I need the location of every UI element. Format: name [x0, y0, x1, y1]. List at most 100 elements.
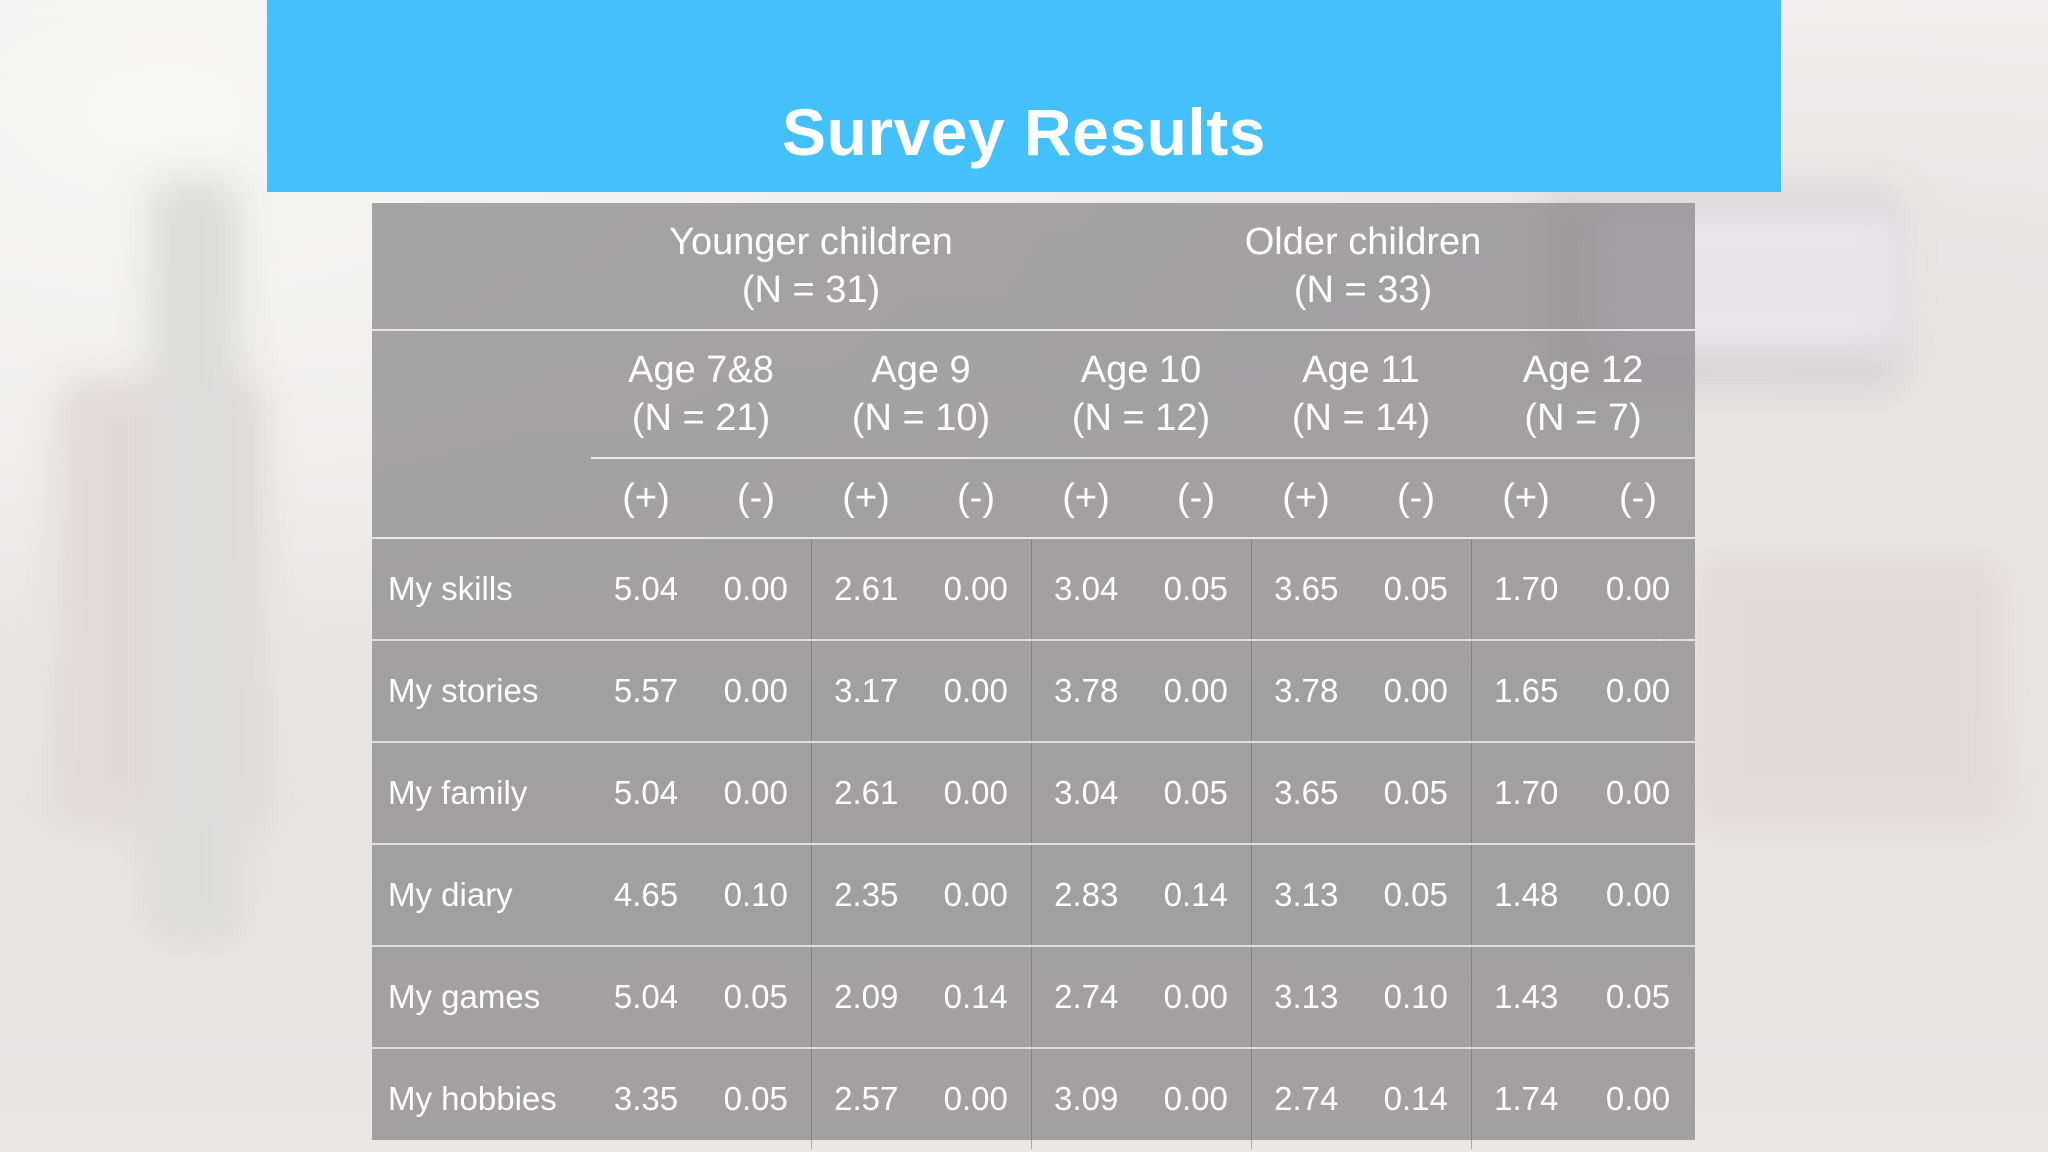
- minus-value-cell: 0.00: [1581, 843, 1696, 946]
- plus-header: (+): [1251, 458, 1361, 539]
- table-row: My family 5.04 0.00 2.61 0.00 3.04 0.05 3.65 0.0…: [372, 741, 1696, 844]
- table-row: My hobbies 3.35 0.05 2.57 0.00 3.09 0.00 2.74 0.…: [372, 1047, 1696, 1149]
- slide-title: Survey Results: [782, 95, 1266, 169]
- minus-value-cell: 0.05: [701, 1047, 811, 1149]
- minus-value-cell: 0.10: [701, 843, 811, 946]
- minus-value-cell: 0.05: [1581, 945, 1696, 1048]
- plus-value-cell: 2.74: [1250, 1047, 1361, 1149]
- age-count: (N = 7): [1524, 397, 1642, 439]
- age-label: Age 11: [1302, 349, 1420, 391]
- minus-value-cell: 0.00: [921, 741, 1031, 844]
- minus-value-cell: 0.00: [921, 1047, 1031, 1149]
- plus-value-cell: 1.74: [1470, 1047, 1581, 1149]
- group-header-row: Younger children (N = 31) Older children…: [372, 203, 1696, 331]
- minus-header: (-): [701, 458, 811, 539]
- minus-value-cell: 0.00: [1141, 945, 1251, 1048]
- plus-value-cell: 2.61: [810, 741, 921, 844]
- plus-header: (+): [1471, 458, 1581, 539]
- results-table-container: Younger children (N = 31) Older children…: [372, 203, 1696, 1149]
- age-count: (N = 10): [851, 397, 991, 439]
- plus-value-cell: 3.35: [591, 1047, 701, 1149]
- group-count: (N = 31): [741, 269, 881, 311]
- minus-value-cell: 0.05: [1141, 741, 1251, 844]
- plus-value-cell: 2.74: [1030, 945, 1141, 1048]
- plus-value-cell: 2.57: [810, 1047, 921, 1149]
- plus-value-cell: 2.09: [810, 945, 921, 1048]
- plus-value-cell: 3.04: [1030, 538, 1141, 640]
- age-header: Age 12 (N = 7): [1471, 330, 1696, 459]
- plus-value-cell: 2.35: [810, 843, 921, 946]
- plus-value-cell: 3.09: [1030, 1047, 1141, 1149]
- minus-value-cell: 0.00: [921, 843, 1031, 946]
- plus-value-cell: 1.43: [1470, 945, 1581, 1048]
- age-header: Age 11 (N = 14): [1251, 330, 1471, 459]
- minus-value-cell: 0.14: [921, 945, 1031, 1048]
- age-count: (N = 12): [1071, 397, 1211, 439]
- row-label: My hobbies: [372, 1047, 591, 1149]
- minus-value-cell: 0.00: [1141, 639, 1251, 742]
- title-band: Survey Results: [267, 0, 1781, 192]
- plus-value-cell: 3.65: [1250, 538, 1361, 640]
- plus-value-cell: 5.04: [613, 570, 679, 607]
- group-count: (N = 33): [1293, 269, 1433, 311]
- table-row: My games 5.04 0.05 2.09 0.14 2.74 0.00 3.13 0.10…: [372, 945, 1696, 1048]
- minus-header: (-): [1361, 458, 1471, 539]
- minus-value-cell: 0.00: [1581, 639, 1696, 742]
- row-label: My stories: [372, 639, 591, 742]
- plus-value-cell: 4.65: [591, 843, 701, 946]
- plus-value-cell: 1.48: [1470, 843, 1581, 946]
- table-body: Younger children (N = 31) Older children…: [372, 203, 1696, 1149]
- plus-value-cell: 1.70: [1470, 538, 1581, 640]
- corner-cell: [372, 330, 591, 458]
- plus-value-cell: 1.70: [1470, 741, 1581, 844]
- plus-value-cell: 3.13: [1250, 843, 1361, 946]
- age-label: Age 7&8: [628, 349, 774, 391]
- age-header: Age 7&8 (N = 21): [591, 330, 811, 459]
- age-label: Age 12: [1522, 349, 1644, 391]
- age-label: Age 10: [1080, 349, 1202, 391]
- age-count: (N = 14): [1291, 397, 1431, 439]
- plus-value-cell: 3.17: [810, 639, 921, 742]
- sign-header-row: (+) (-) (+) (-) (+) (-) (+) (-) (+) (-): [372, 458, 1696, 539]
- table-row: My skills 5.04 0.00 2.61 0.00 3.04 0.05 3.65 0.0…: [372, 538, 1695, 640]
- age-label: Age 9: [871, 349, 971, 391]
- table-row: My stories 5.57 0.00 3.17 0.00 3.78 0.00 3.78 0.…: [372, 639, 1696, 742]
- group-header-younger: Younger children (N = 31): [591, 203, 1031, 331]
- minus-value-cell: 0.00: [701, 741, 811, 844]
- minus-value-cell: 0.14: [1361, 1047, 1471, 1149]
- group-label: Older children: [1244, 221, 1482, 263]
- minus-header: (-): [1141, 458, 1251, 539]
- age-count: (N = 21): [631, 397, 771, 439]
- age-header: Age 10 (N = 12): [1031, 330, 1251, 459]
- plus-value-cell: 3.65: [1250, 741, 1361, 844]
- minus-value-cell: 0.14: [1141, 843, 1251, 946]
- minus-value-cell: 0.00: [1361, 639, 1471, 742]
- minus-value-cell: 0.00: [701, 639, 811, 742]
- plus-value-cell: 2.83: [1030, 843, 1141, 946]
- plus-value-cell: 3.04: [1030, 741, 1141, 844]
- row-label: My diary: [372, 843, 591, 946]
- plus-value-cell: 3.78: [1030, 639, 1141, 742]
- plus-value-cell: 2.61: [810, 538, 921, 640]
- plus-value-cell: 5.04: [591, 741, 701, 844]
- plus-header: (+): [591, 458, 701, 539]
- corner-cell: [372, 203, 591, 331]
- plus-header: (+): [811, 458, 921, 539]
- age-header: Age 9 (N = 10): [811, 330, 1031, 459]
- row-label: My games: [372, 945, 591, 1048]
- results-table: Younger children (N = 31) Older children…: [372, 203, 1696, 1149]
- minus-header: (-): [1581, 458, 1696, 539]
- table-row: My diary 4.65 0.10 2.35 0.00 2.83 0.14 3.13 0.05…: [372, 843, 1696, 946]
- minus-value-cell: 0.10: [1361, 945, 1471, 1048]
- minus-value-cell: 0.00: [723, 570, 788, 607]
- plus-value-cell: 1.65: [1470, 639, 1581, 742]
- minus-value-cell: 0.05: [1361, 741, 1471, 844]
- minus-value-cell: 0.05: [1383, 570, 1448, 607]
- minus-value-cell: 0.00: [921, 639, 1031, 742]
- plus-header: (+): [1031, 458, 1141, 539]
- corner-cell: [372, 458, 591, 539]
- row-label: My skills: [388, 570, 513, 607]
- minus-value-cell: 0.00: [1581, 741, 1696, 844]
- minus-value-cell: 0.00: [943, 570, 1008, 607]
